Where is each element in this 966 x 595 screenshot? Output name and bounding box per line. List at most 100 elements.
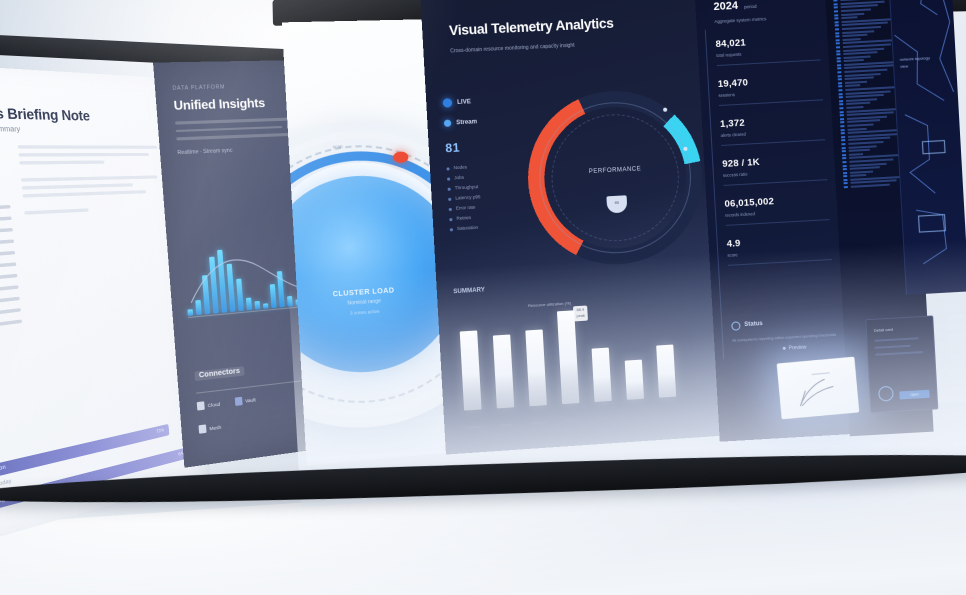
log-text bbox=[851, 184, 890, 188]
stream-indicator[interactable]: Stream bbox=[444, 116, 520, 127]
doc-nav-item[interactable] bbox=[0, 251, 15, 259]
chart-bar[interactable] bbox=[656, 344, 676, 398]
log-marker-icon bbox=[839, 100, 843, 102]
connector-item[interactable]: Mesh bbox=[198, 422, 221, 433]
log-marker-icon bbox=[843, 172, 847, 174]
metric-item[interactable]: 928 / 1Ksuccess ratio bbox=[722, 153, 827, 186]
chart-bar[interactable] bbox=[557, 310, 579, 404]
doc-nav-item[interactable] bbox=[0, 308, 21, 319]
dashboard-side-column: LIVE Stream 81 NodesJobsThroughputLatenc… bbox=[443, 95, 526, 237]
log-marker-icon bbox=[840, 114, 844, 116]
log-marker-icon bbox=[837, 60, 841, 62]
doc-nav-item[interactable] bbox=[0, 205, 11, 211]
cloud-icon bbox=[197, 401, 205, 410]
log-text bbox=[841, 16, 857, 19]
metric-item[interactable]: 1,372alerts cleared bbox=[720, 113, 825, 146]
doc-nav-item[interactable] bbox=[0, 274, 18, 284]
log-marker-icon bbox=[841, 139, 845, 141]
log-marker-icon bbox=[835, 25, 839, 27]
doc-kicker: REPORT bbox=[0, 83, 163, 100]
metric-list-item[interactable]: Latency p95 bbox=[448, 192, 524, 201]
doc-nav-item[interactable] bbox=[0, 319, 22, 331]
metrics-header-value: 2024 bbox=[713, 0, 738, 13]
chart-x-label: Database bbox=[563, 418, 581, 425]
chart-x-label: Edge bbox=[660, 411, 677, 418]
connector-item[interactable]: Cloud bbox=[197, 399, 221, 410]
doc-nav-item[interactable] bbox=[0, 239, 14, 247]
chart-bar[interactable] bbox=[525, 329, 547, 406]
detail-card-tile[interactable]: Detail card Open bbox=[865, 315, 938, 413]
chart-x-label: Cache bbox=[595, 416, 612, 423]
utilization-bar-chart[interactable]: Resource utilization (%) 68.4 peak Compu… bbox=[459, 301, 739, 437]
log-marker-icon bbox=[836, 50, 840, 52]
log-text bbox=[846, 106, 863, 109]
metric-list-item[interactable]: Retries bbox=[449, 212, 525, 221]
metric-item[interactable]: 4.9score bbox=[727, 233, 832, 266]
doc-nav-item[interactable] bbox=[0, 217, 12, 224]
log-marker-icon bbox=[841, 143, 845, 145]
metrics-list[interactable]: 84,021total requests 19,470sessions 1,372a… bbox=[715, 34, 831, 266]
gear-icon bbox=[731, 321, 740, 331]
log-marker-icon bbox=[842, 161, 846, 163]
log-marker-icon bbox=[835, 28, 839, 30]
metric-divider bbox=[717, 60, 821, 67]
metric-list-item[interactable]: Jobs bbox=[447, 172, 523, 181]
hud-core-note: 3 zones active bbox=[334, 308, 396, 317]
metrics-footer: Status All subsystems reporting within e… bbox=[731, 316, 838, 345]
connectors-title: Connectors bbox=[194, 366, 244, 381]
log-text bbox=[849, 149, 870, 152]
log-marker-icon bbox=[844, 182, 848, 184]
log-marker-icon bbox=[843, 165, 847, 167]
metric-divider bbox=[728, 259, 832, 266]
open-button[interactable]: Open bbox=[899, 390, 929, 400]
metric-item[interactable]: 06,015,002records indexed bbox=[724, 193, 829, 226]
log-marker-icon bbox=[837, 68, 841, 70]
metric-list-item[interactable]: Saturation bbox=[450, 222, 526, 231]
metric-item[interactable]: 84,021total requests bbox=[715, 34, 820, 67]
doc-nav-item[interactable] bbox=[0, 285, 19, 295]
log-marker-icon bbox=[835, 35, 839, 37]
metric-list[interactable]: Nodes JobsThroughputLatency p95Error rate… bbox=[446, 161, 525, 231]
preview-card[interactable] bbox=[777, 357, 860, 420]
chart-title: Resource utilization (%) bbox=[528, 300, 571, 308]
chart-bar[interactable] bbox=[460, 330, 482, 410]
chart-x-label: Network bbox=[530, 420, 548, 427]
metric-list-item[interactable]: Throughput bbox=[447, 182, 523, 191]
radial-gauge[interactable]: PERFORMANCE 86 bbox=[520, 84, 710, 273]
metric-list-item[interactable]: Error rate bbox=[449, 202, 525, 211]
log-text bbox=[848, 127, 867, 130]
doc-nav-item[interactable] bbox=[0, 297, 20, 308]
doc-nav-item[interactable] bbox=[0, 262, 16, 271]
log-marker-icon bbox=[838, 82, 842, 84]
doc-nav-item[interactable] bbox=[0, 228, 13, 235]
mesh-icon bbox=[198, 424, 206, 433]
log-marker-icon bbox=[839, 104, 843, 106]
live-indicator[interactable]: LIVE bbox=[443, 95, 519, 108]
metric-list-item[interactable]: Nodes bbox=[446, 161, 522, 170]
log-marker-icon bbox=[843, 168, 847, 170]
chart-bar[interactable] bbox=[592, 347, 612, 402]
log-marker-icon bbox=[833, 0, 837, 2]
log-marker-icon bbox=[834, 10, 838, 12]
metric-divider bbox=[723, 179, 827, 186]
connector-item[interactable]: Vault bbox=[234, 395, 255, 406]
live-label: LIVE bbox=[457, 99, 471, 106]
log-marker-icon bbox=[838, 75, 842, 77]
log-text bbox=[850, 174, 866, 177]
metric-item[interactable]: 19,470sessions bbox=[718, 73, 823, 106]
chart-bar[interactable] bbox=[493, 335, 514, 409]
schematic-label: network topology view bbox=[900, 55, 931, 70]
log-text bbox=[845, 85, 860, 88]
chart-bar[interactable] bbox=[625, 360, 644, 400]
hud-core-title: CLUSTER LOAD bbox=[333, 288, 395, 299]
bullet-icon bbox=[783, 347, 786, 350]
log-marker-icon bbox=[836, 53, 840, 55]
log-marker-icon bbox=[839, 93, 843, 95]
stream-label: Stream bbox=[456, 119, 477, 126]
curved-video-wall: System Ready Operations Overview Live Se… bbox=[0, 0, 966, 534]
metrics-footer-text: All subsystems reporting within expected… bbox=[732, 331, 838, 344]
log-text bbox=[843, 38, 861, 41]
log-marker-icon bbox=[842, 154, 846, 156]
tile-title: Detail card bbox=[874, 327, 893, 333]
log-marker-icon bbox=[838, 89, 842, 91]
